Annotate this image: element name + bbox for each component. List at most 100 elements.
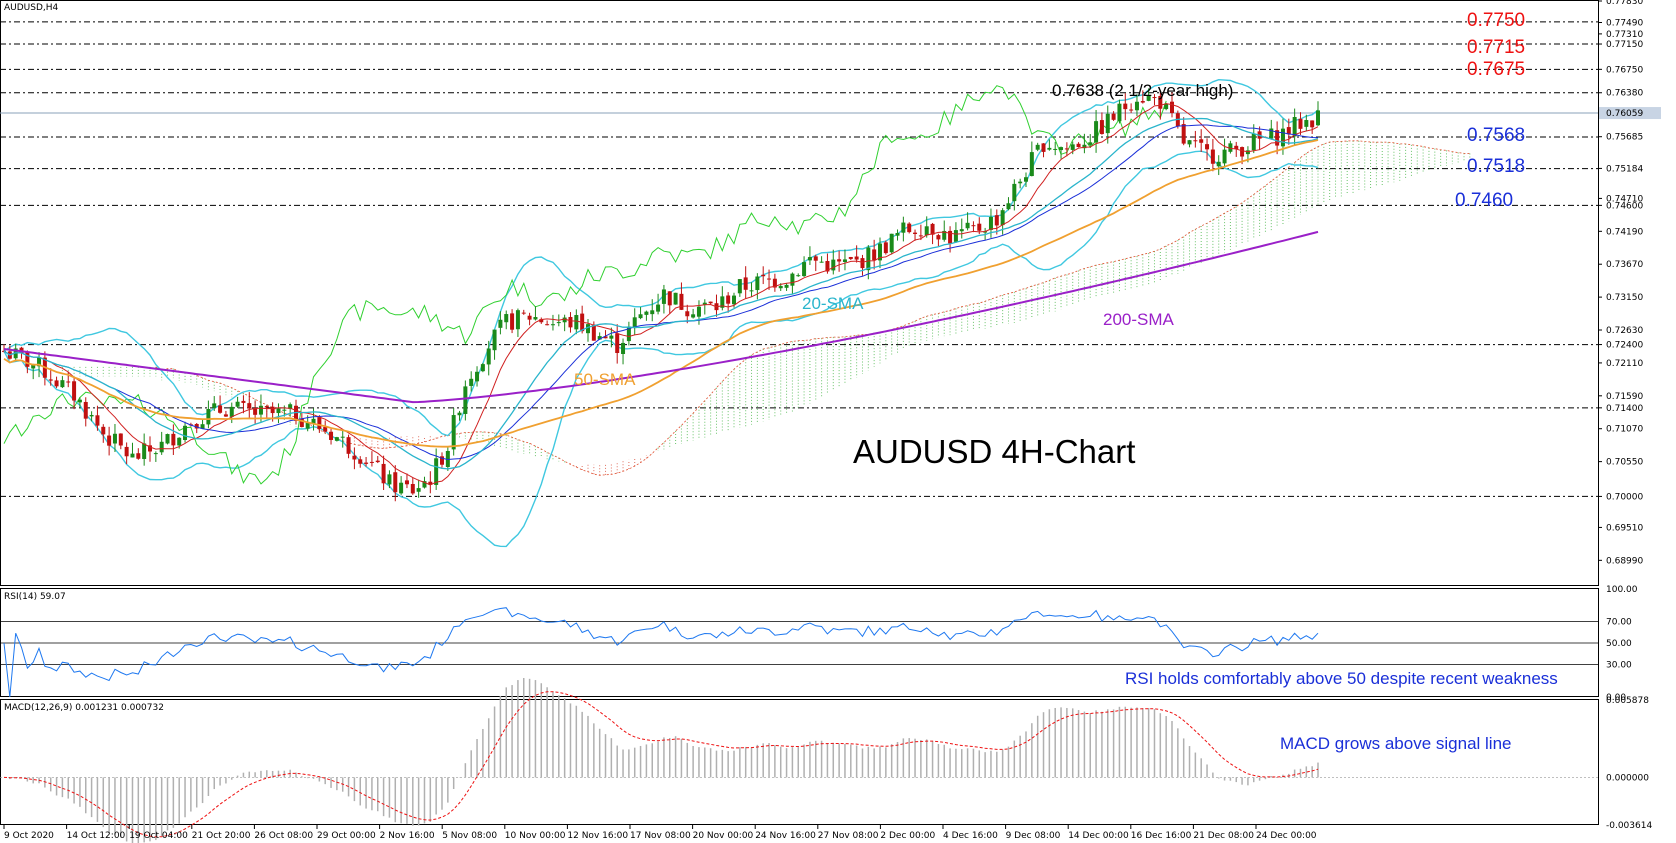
candle-body [918, 235, 923, 237]
candle-body [819, 261, 824, 263]
candle-body [895, 232, 900, 236]
candle-body [329, 431, 334, 440]
x-tick-label: 12 Nov 16:00 [567, 831, 628, 841]
candle-body [1035, 144, 1040, 150]
candle-body [77, 399, 82, 403]
x-tick-label: 4 Dec 16:00 [943, 831, 998, 841]
macd-panel-frame [0, 699, 1599, 825]
candle-body [1094, 121, 1099, 143]
candle-body [422, 481, 427, 488]
candle-body [440, 456, 444, 465]
candle-body [241, 400, 246, 403]
candle-body [130, 453, 135, 458]
candle-body [842, 259, 847, 263]
y-tick-label: 0.74600 [1606, 201, 1643, 211]
level-label-07715: 0.7715 [1467, 37, 1525, 58]
candle-body [48, 379, 53, 381]
candle-body [288, 404, 293, 409]
candle-body [1146, 95, 1151, 101]
rsi-line [3, 607, 1319, 698]
candle-body [1059, 147, 1064, 151]
candle-body [66, 381, 71, 383]
candle-body [299, 418, 304, 428]
candle-body [1064, 148, 1069, 150]
candle-body [767, 278, 772, 280]
x-tick-label: 29 Oct 00:00 [317, 831, 376, 841]
candle-body [720, 296, 725, 308]
candle-body [942, 230, 947, 240]
candle-body [153, 453, 158, 455]
macd-signal-line [3, 691, 1319, 838]
candle-body [965, 222, 970, 229]
candle-body [399, 482, 404, 494]
candle-body [977, 223, 982, 231]
x-tick-label: 9 Oct 2020 [4, 831, 54, 841]
moving-averages [3, 103, 1319, 486]
candle-body [901, 222, 906, 233]
candle-body [142, 443, 147, 459]
candle-body [235, 401, 240, 407]
candle-body [521, 312, 526, 314]
candle-body [136, 453, 141, 459]
candle-body [83, 401, 88, 419]
ichimoku-cloud [61, 140, 1471, 476]
candle-body [737, 279, 742, 294]
candle-body [475, 371, 480, 382]
candle-body [1123, 103, 1128, 110]
y-tick-label: 0.73150 [1606, 293, 1643, 303]
candle-body [253, 408, 258, 415]
macd-indicator: 0.005878 0.000000 -0.003614 [0, 678, 1652, 843]
time-axis: 9 Oct 2020 14 Oct 12:00 19 Oct 04:00 21 Oct… [3, 825, 1317, 841]
macd-tick-label: 0.000000 [1606, 773, 1649, 783]
candle-body [591, 324, 596, 341]
candle-body [848, 256, 853, 259]
candle-body [837, 259, 842, 262]
candle-body [95, 415, 100, 426]
candle-body [276, 408, 281, 414]
macd-tick-label: 0.005878 [1606, 696, 1649, 706]
candle-body [1000, 210, 1005, 226]
candle-body [1029, 152, 1034, 177]
candle-body [305, 422, 310, 429]
y-tick-label: 0.77310 [1606, 30, 1643, 40]
candle-body [866, 247, 871, 271]
candle-body [790, 273, 795, 286]
horizontal-levels [0, 21, 1598, 497]
y-tick-label: 0.77150 [1606, 40, 1643, 50]
candle-body [761, 274, 766, 277]
candle-body [743, 277, 748, 290]
candle-body [504, 314, 509, 323]
macd-annotation: MACD grows above signal line [1280, 734, 1512, 753]
candle-body [334, 437, 339, 441]
candle-body [486, 348, 491, 365]
candle-body [247, 403, 252, 409]
x-tick-label: 24 Dec 00:00 [1256, 831, 1317, 841]
candle-body [229, 406, 234, 417]
candle-body [1210, 149, 1215, 164]
candle-body [352, 455, 357, 460]
y-tick-label: 0.75184 [1606, 164, 1643, 174]
candle-body [621, 342, 626, 355]
candle-body [696, 306, 701, 317]
candle-body [457, 412, 462, 416]
candle-body [1280, 128, 1285, 147]
rsi-annotation: RSI holds comfortably above 50 despite r… [1125, 669, 1558, 688]
rsi-tick-label: 0.00 [1606, 693, 1626, 703]
candle-body [492, 329, 497, 351]
candle-body [691, 314, 696, 318]
candle-body [1076, 143, 1081, 148]
candle-body [317, 417, 322, 429]
candle-body [889, 233, 894, 253]
candle-body [183, 425, 188, 440]
x-tick-label: 21 Dec 08:00 [1193, 831, 1254, 841]
candle-body [434, 458, 439, 485]
rsi-tick-label: 70.00 [1606, 617, 1632, 627]
candle-body [638, 314, 643, 319]
candle-body [358, 459, 363, 464]
candle-body [854, 256, 859, 260]
y-tick-label: 0.75685 [1606, 133, 1643, 143]
x-tick-label: 9 Dec 08:00 [1006, 831, 1061, 841]
candle-body [118, 433, 123, 446]
candle-body [913, 232, 918, 235]
